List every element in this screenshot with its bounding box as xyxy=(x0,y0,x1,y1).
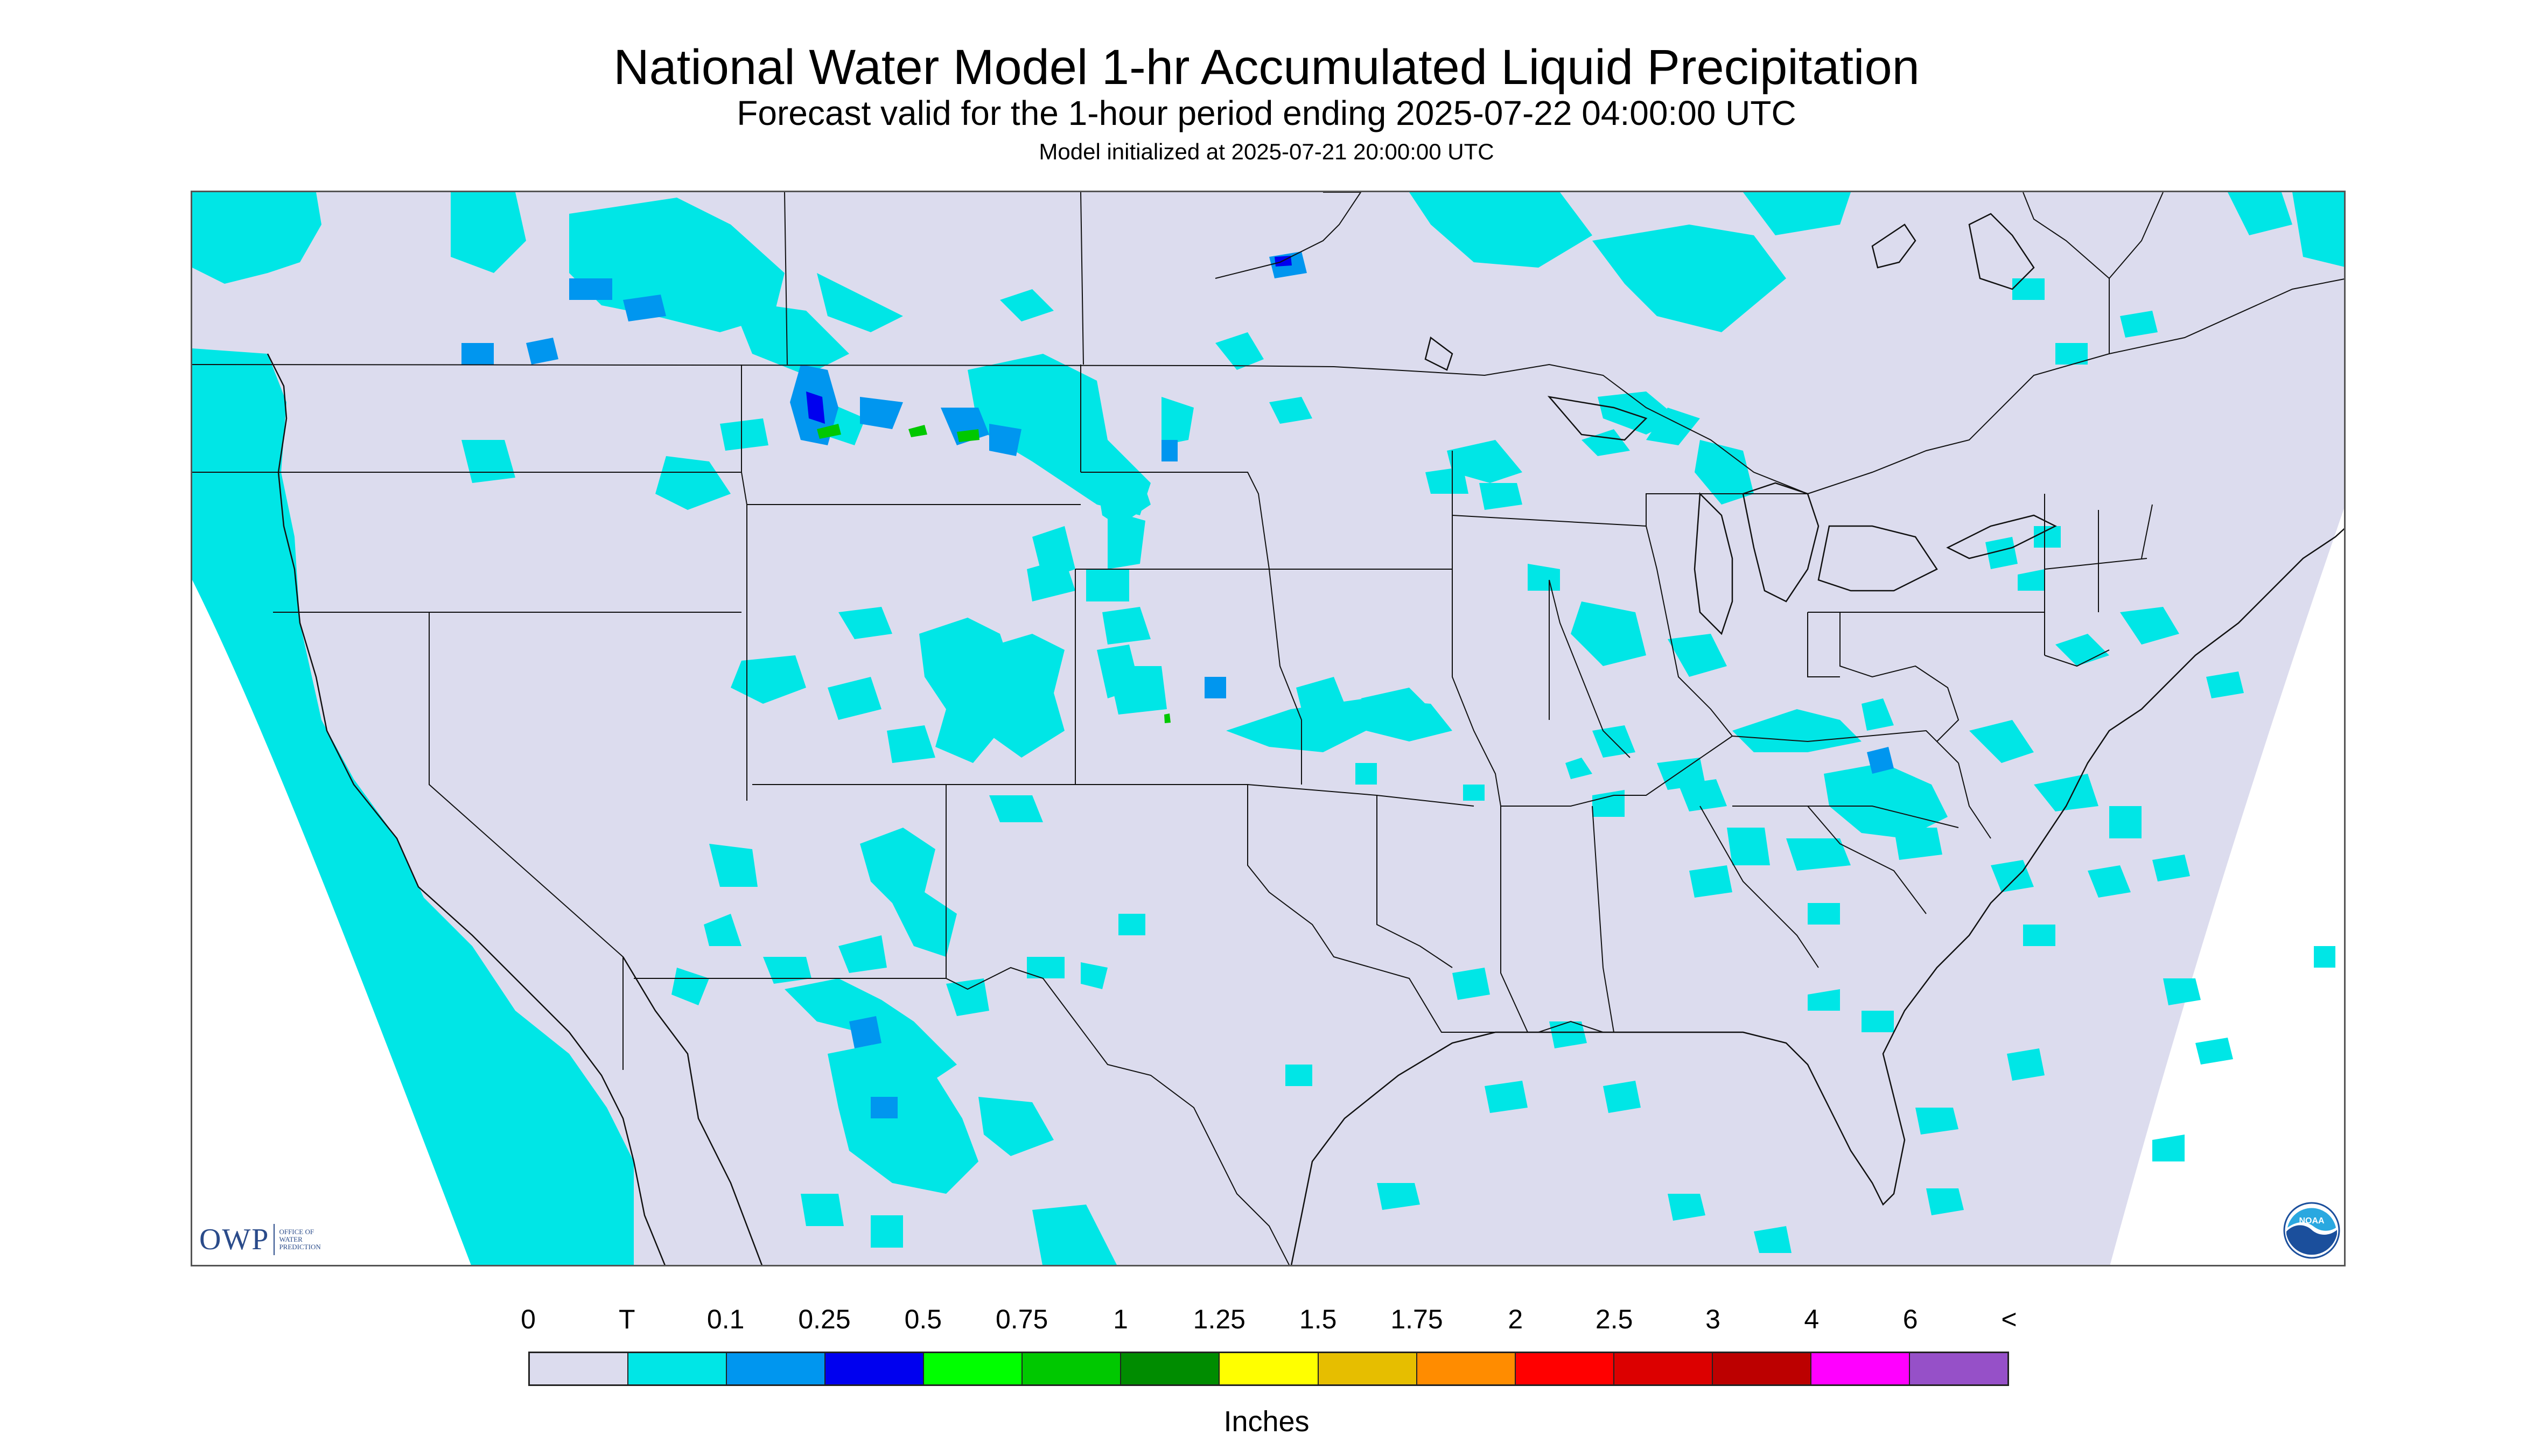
legend-swatch xyxy=(1515,1353,1614,1384)
legend-swatch xyxy=(1417,1353,1516,1384)
legend-label: 3 xyxy=(1705,1304,1720,1334)
political-boundaries xyxy=(192,192,2344,1265)
owp-logo-text: Office of Water Prediction xyxy=(279,1228,321,1251)
noaa-logo-text: NOAA xyxy=(2299,1216,2325,1226)
owp-logo-letters: OWP xyxy=(199,1223,270,1256)
legend-swatch xyxy=(628,1353,727,1384)
forecast-valid-subtitle: Forecast valid for the 1-hour period end… xyxy=(737,94,1796,132)
legend-label: 0.1 xyxy=(706,1304,745,1334)
legend-swatch xyxy=(1614,1353,1713,1384)
legend-swatch xyxy=(924,1353,1023,1384)
noaa-logo: NOAA xyxy=(2283,1202,2340,1259)
legend-label: 1 xyxy=(1113,1304,1128,1334)
map-title: National Water Model 1-hr Accumulated Li… xyxy=(613,40,1920,95)
legend-label: 4 xyxy=(1804,1304,1820,1334)
legend-swatch xyxy=(1909,1353,2007,1384)
legend-swatch xyxy=(1712,1353,1811,1384)
precip-heavy-areas xyxy=(817,424,1171,723)
legend-label: 0.5 xyxy=(904,1304,942,1334)
legend-swatch xyxy=(1121,1353,1220,1384)
precipitation-map xyxy=(191,191,2346,1266)
legend-label: T xyxy=(619,1304,635,1334)
legend-units: Inches xyxy=(1223,1405,1310,1438)
legend-label: 0.25 xyxy=(798,1304,851,1334)
legend-swatch xyxy=(1318,1353,1417,1384)
legend-label: 1.25 xyxy=(1193,1304,1245,1334)
legend-swatch xyxy=(727,1353,826,1384)
coastlines xyxy=(267,213,2344,1265)
legend-label: 0.75 xyxy=(995,1304,1048,1334)
model-init-text: Model initialized at 2025-07-21 20:00:00… xyxy=(1039,139,1494,164)
legend-swatch xyxy=(1220,1353,1319,1384)
legend-swatch xyxy=(1023,1353,1122,1384)
legend-label: 1.5 xyxy=(1299,1304,1337,1334)
legend-colorbar xyxy=(528,1352,2009,1386)
legend-swatch xyxy=(825,1353,925,1384)
legend-label: 0 xyxy=(521,1304,536,1334)
owp-logo: OWP Office of Water Prediction xyxy=(199,1223,322,1256)
legend-labels: 0 T 0.1 0.25 0.5 0.75 1 1.25 1.5 1.75 2 2.5 3 4 6 < xyxy=(0,1303,2533,1341)
map-canvas xyxy=(192,192,2344,1265)
legend-label: 1.75 xyxy=(1390,1304,1443,1334)
legend-swatch xyxy=(1811,1353,1910,1384)
legend-label: 2 xyxy=(1508,1304,1523,1334)
precip-trace-areas xyxy=(192,192,2344,1265)
legend-label: 2.5 xyxy=(1595,1304,1633,1334)
owp-logo-divider xyxy=(274,1224,275,1255)
legend-label: < xyxy=(2001,1304,2017,1334)
legend-label: 6 xyxy=(1902,1304,1918,1334)
legend-swatch xyxy=(530,1353,629,1384)
